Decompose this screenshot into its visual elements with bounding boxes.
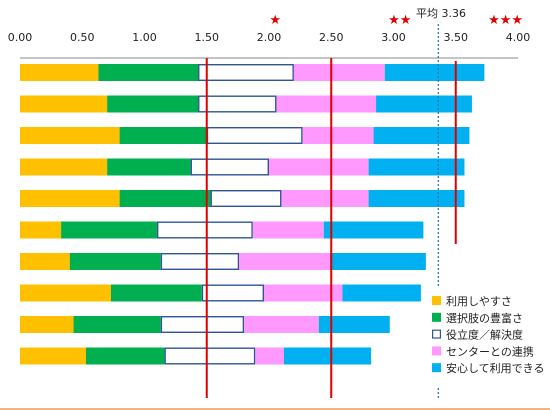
bar-segment: [164, 347, 256, 365]
bar-segment: [264, 284, 343, 302]
bar-segment: [119, 127, 207, 144]
legend-label: 選択肢の豊富さ: [446, 311, 523, 325]
average-label: 平均 3.36: [416, 7, 466, 20]
legend-box: [428, 288, 550, 386]
bar-segment: [293, 64, 385, 81]
bar-segment: [160, 252, 240, 270]
x-tick-label: 3.50: [444, 31, 469, 44]
bar-segment: [20, 158, 108, 176]
legend-swatch: [432, 363, 441, 373]
bar-segment: [20, 221, 62, 239]
rating-star-annotation: ★: [269, 13, 281, 28]
bar-segment: [190, 158, 270, 176]
bar-segment: [73, 316, 161, 333]
bar-segment: [281, 190, 369, 207]
bar-segment: [244, 316, 319, 333]
rating-star-annotation: ★★: [388, 13, 411, 28]
bar-segment: [342, 284, 421, 302]
bar-segment: [20, 95, 108, 113]
bar-segment: [269, 158, 369, 176]
bar-segment: [373, 127, 470, 144]
bar-segment: [160, 316, 245, 334]
x-tick-label: 2.50: [319, 31, 344, 44]
bar-segment: [20, 316, 74, 333]
bar-segment: [323, 221, 424, 239]
legend-swatch: [432, 296, 441, 305]
bar-segment: [85, 347, 165, 365]
legend-label: 役立度／解決度: [446, 328, 523, 342]
x-tick-label: 1.50: [195, 31, 220, 44]
legend-label: センターとの連携: [446, 344, 534, 358]
bar-segment: [20, 64, 99, 81]
bar-segment: [252, 221, 324, 239]
x-tick-label: 4.00: [506, 31, 531, 44]
bar-segment: [318, 316, 390, 333]
x-tick-label: 3.00: [381, 31, 406, 44]
bar-segment: [98, 64, 199, 81]
bar-segment: [368, 190, 465, 207]
x-tick-label: 1.00: [132, 31, 157, 44]
rating-star-annotation: ★★★: [488, 13, 523, 28]
bar-segment: [283, 347, 372, 365]
bar-segment: [119, 190, 211, 207]
bar-segment: [376, 95, 472, 113]
x-tick-label: 0.50: [70, 31, 95, 44]
bar-segment: [107, 95, 199, 113]
x-tick-label: 0.00: [8, 31, 33, 44]
bar-segment: [107, 158, 191, 176]
bar-segment: [206, 126, 303, 144]
legend-swatch: [432, 312, 441, 322]
bar-segment: [384, 64, 485, 81]
bar-segment: [20, 253, 70, 270]
bar-segment: [201, 284, 265, 302]
bar-segment: [156, 221, 253, 239]
bar-segment: [330, 253, 426, 270]
x-tick-label: 2.00: [257, 31, 282, 44]
bar-segment: [302, 127, 374, 144]
bar-segment: [198, 63, 294, 81]
bar-segment: [61, 221, 157, 239]
bar-segment: [210, 189, 282, 207]
bar-segment: [368, 158, 465, 176]
legend-swatch: [432, 329, 442, 339]
legend-label: 利用しやすさ: [446, 295, 512, 308]
bar-segment: [20, 127, 120, 144]
bar-segment: [198, 95, 277, 113]
bar-segment: [276, 95, 377, 113]
legend-label: 安心して利用できる: [446, 361, 544, 375]
bar-segment: [239, 253, 331, 270]
bar-segment: [69, 253, 161, 270]
bar-segment: [20, 284, 111, 302]
bar-segment: [20, 347, 86, 365]
bar-segment: [110, 284, 202, 302]
bar-segment: [255, 347, 284, 365]
legend-swatch: [432, 346, 441, 356]
bar-segment: [20, 190, 120, 207]
